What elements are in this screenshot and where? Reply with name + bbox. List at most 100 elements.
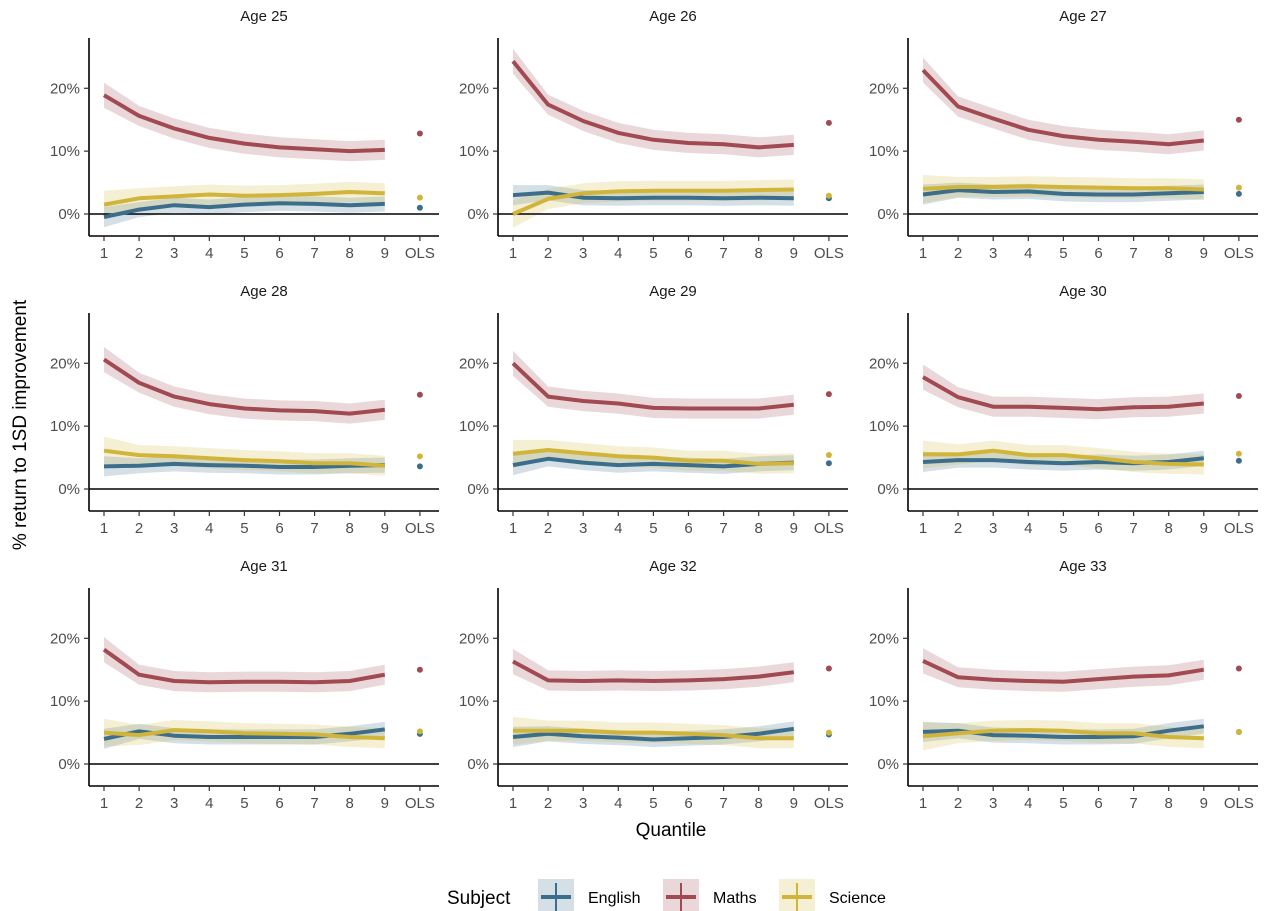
legend-key-science [779,879,815,911]
x-tick-label: 2 [954,245,962,262]
x-tick-label: 7 [1129,245,1137,262]
panel-title: Age 30 [1059,283,1107,300]
x-tick-label: 3 [579,245,587,262]
x-axis-title: Quantile [636,820,707,841]
x-tick-label: 3 [170,795,178,812]
ols-point-maths [1235,116,1242,123]
x-tick-label: 4 [1024,245,1032,262]
x-tick-label: 3 [989,795,997,812]
panel-title: Age 33 [1059,558,1107,575]
series-line-science [513,728,794,741]
x-tick-label: 4 [614,795,622,812]
series-line-maths [511,60,794,150]
x-tick-label: 6 [684,245,692,262]
y-tick-label: 10% [459,143,489,160]
x-tick-label: OLS [814,520,844,537]
series-line-science [512,187,794,216]
x-tick-label: OLS [1224,795,1254,812]
ols-point-maths [825,391,832,398]
x-tick-label: 1 [509,795,517,812]
y-tick-label: 20% [869,80,899,97]
confidence-band-maths [104,637,385,693]
series-line-maths [512,659,795,683]
facet-panel: Age 31 0% 10% 20% 1 2 3 4 5 6 7 8 9 OLS [50,558,439,812]
y-tick-label: 20% [459,630,489,647]
confidence-band-english [513,185,794,206]
x-tick-label: 8 [755,795,763,812]
y-tick-label: 0% [467,756,489,773]
y-tick-label: 20% [459,80,489,97]
x-tick-label: 9 [790,245,798,262]
panel-title: Age 28 [240,283,288,300]
ols-point-english [416,204,423,211]
y-tick-label: 10% [869,693,899,710]
x-tick-label: 4 [205,245,213,262]
x-tick-label: 1 [919,520,927,537]
ols-point-science [825,192,832,199]
x-tick-label: 6 [275,795,283,812]
x-tick-label: 5 [649,795,657,812]
y-tick-label: 0% [58,481,80,498]
ols-point-english [825,460,832,467]
x-tick-label: 9 [790,520,798,537]
y-tick-label: 10% [459,693,489,710]
confidence-band-maths [513,48,794,158]
series-line-science [922,184,1204,192]
legend-label-maths: Maths [713,890,757,907]
series-line-english [512,190,794,201]
series-line-english [512,726,795,742]
x-tick-label: 4 [205,520,213,537]
x-tick-label: 5 [649,245,657,262]
x-tick-label: 1 [100,520,108,537]
x-tick-label: 7 [719,520,727,537]
x-tick-label: 9 [790,795,798,812]
x-tick-label: 8 [346,795,354,812]
x-tick-label: 8 [755,245,763,262]
x-tick-label: 9 [1200,520,1208,537]
y-tick-label: 0% [877,481,899,498]
series-line-maths [921,68,1205,147]
y-tick-label: 10% [869,143,899,160]
series-line-science [923,448,1204,467]
series-line-science [103,728,385,741]
x-tick-label: 6 [684,795,692,812]
y-tick-label: 20% [869,630,899,647]
x-tick-label: 5 [649,520,657,537]
panel-title: Age 26 [649,8,697,25]
series-line-maths [102,357,386,416]
confidence-band-science [104,181,385,219]
x-tick-label: 5 [240,245,248,262]
x-tick-label: 3 [989,520,997,537]
x-tick-label: 7 [1129,795,1137,812]
x-tick-label: 6 [1094,795,1102,812]
x-tick-label: 4 [1024,520,1032,537]
ols-point-science [1235,728,1242,735]
y-tick-label: 10% [50,143,80,160]
panel-title: Age 25 [240,8,288,25]
y-tick-label: 20% [869,355,899,372]
x-tick-label: OLS [1224,245,1254,262]
ols-point-maths [1235,392,1242,399]
x-tick-label: 9 [1200,795,1208,812]
x-tick-label: 3 [579,520,587,537]
confidence-band-maths [104,82,385,162]
x-tick-label: 4 [614,245,622,262]
y-tick-label: 20% [50,355,80,372]
series-line-science [922,728,1204,741]
series-line-maths [511,361,795,411]
y-tick-label: 10% [869,418,899,435]
x-tick-label: 7 [310,795,318,812]
x-tick-label: 7 [310,520,318,537]
legend-label-science: Science [829,890,886,907]
series-line-science [103,190,385,207]
confidence-band-maths [923,364,1204,420]
x-tick-label: 7 [719,245,727,262]
x-tick-label: 2 [135,245,143,262]
ols-point-science [825,452,832,459]
x-tick-label: 5 [240,520,248,537]
x-tick-label: 7 [310,245,318,262]
facet-panel: Age 29 0% 10% 20% 1 2 3 4 5 6 7 8 9 OLS [459,283,848,537]
legend-key-maths [663,879,699,911]
x-tick-label: 2 [544,245,552,262]
